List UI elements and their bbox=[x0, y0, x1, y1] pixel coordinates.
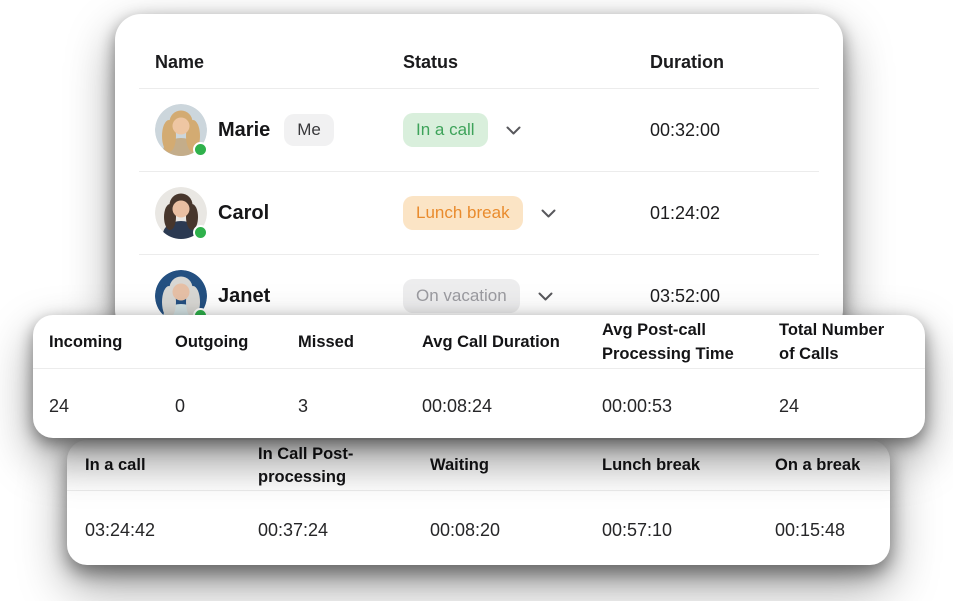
stat-value-outgoing: 0 bbox=[175, 396, 186, 416]
stat-header-avg-call-duration: Avg Call Duration bbox=[422, 332, 560, 351]
stat-value-avg-call-duration: 00:08:24 bbox=[422, 396, 493, 416]
status-badge-lunch-break[interactable]: Lunch break bbox=[403, 196, 523, 230]
time-header-waiting: Waiting bbox=[430, 456, 489, 475]
duration-value: 00:32:00 bbox=[650, 119, 721, 140]
avatar-carol bbox=[155, 187, 208, 240]
stat-value-missed: 3 bbox=[298, 396, 309, 416]
stat-value-total-calls: 24 bbox=[779, 396, 800, 416]
time-header-post-processing: In Call Post-processing bbox=[258, 444, 354, 486]
stat-header-outgoing: Outgoing bbox=[175, 332, 249, 351]
time-value-lunch-break: 00:57:10 bbox=[602, 519, 673, 540]
stat-header-missed: Missed bbox=[298, 332, 354, 351]
chevron-down-icon[interactable] bbox=[541, 209, 556, 218]
stat-value-incoming: 24 bbox=[49, 396, 70, 416]
table-row-marie: Marie Me In a call 00:32:00 bbox=[139, 88, 819, 171]
chevron-down-icon[interactable] bbox=[538, 292, 553, 301]
team-table-header: Name Status Duration bbox=[139, 14, 819, 88]
status-times-values: 03:24:42 00:37:24 00:08:20 00:57:10 00:1… bbox=[67, 490, 890, 565]
chevron-down-icon[interactable] bbox=[506, 126, 521, 135]
stat-header-avg-post-call: Avg Post-call Processing Time bbox=[602, 321, 734, 363]
time-header-on-a-break: On a break bbox=[775, 456, 861, 475]
time-value-in-a-call: 03:24:42 bbox=[85, 519, 156, 540]
call-stats-values: 24 0 3 00:08:24 00:00:53 24 bbox=[33, 368, 925, 438]
online-status-dot bbox=[193, 225, 208, 240]
table-row-carol: Carol Lunch break 01:24:02 bbox=[139, 171, 819, 254]
duration-value: 01:24:02 bbox=[650, 202, 721, 223]
stat-header-incoming: Incoming bbox=[49, 332, 123, 351]
call-stats-header: Incoming Outgoing Missed Avg Call Durati… bbox=[33, 315, 925, 368]
agent-name: Janet bbox=[218, 284, 271, 307]
time-value-on-a-break: 00:15:48 bbox=[775, 519, 846, 540]
call-stats-card: Incoming Outgoing Missed Avg Call Durati… bbox=[33, 315, 925, 438]
status-times-header: In a call In Call Post-processing Waitin… bbox=[67, 440, 890, 490]
column-header-duration: Duration bbox=[650, 51, 724, 72]
online-status-dot bbox=[193, 142, 208, 157]
agent-name: Marie bbox=[218, 118, 271, 141]
duration-value: 03:52:00 bbox=[650, 285, 721, 306]
status-times-card: In a call In Call Post-processing Waitin… bbox=[67, 440, 890, 565]
stat-value-avg-post-call: 00:00:53 bbox=[602, 396, 673, 416]
stat-header-total-calls: Total Number of Calls bbox=[779, 321, 885, 363]
team-status-card: Name Status Duration bbox=[115, 14, 843, 336]
status-badge-in-a-call[interactable]: In a call bbox=[403, 113, 488, 147]
time-header-in-a-call: In a call bbox=[85, 456, 146, 475]
time-header-lunch-break: Lunch break bbox=[602, 456, 701, 475]
time-value-waiting: 00:08:20 bbox=[430, 519, 501, 540]
me-badge: Me bbox=[284, 114, 334, 146]
agent-name: Carol bbox=[218, 201, 270, 224]
avatar-marie bbox=[155, 104, 208, 157]
column-header-name: Name bbox=[155, 51, 205, 72]
column-header-status: Status bbox=[403, 51, 459, 72]
time-value-post-processing: 00:37:24 bbox=[258, 519, 329, 540]
status-badge-on-vacation[interactable]: On vacation bbox=[403, 279, 520, 313]
